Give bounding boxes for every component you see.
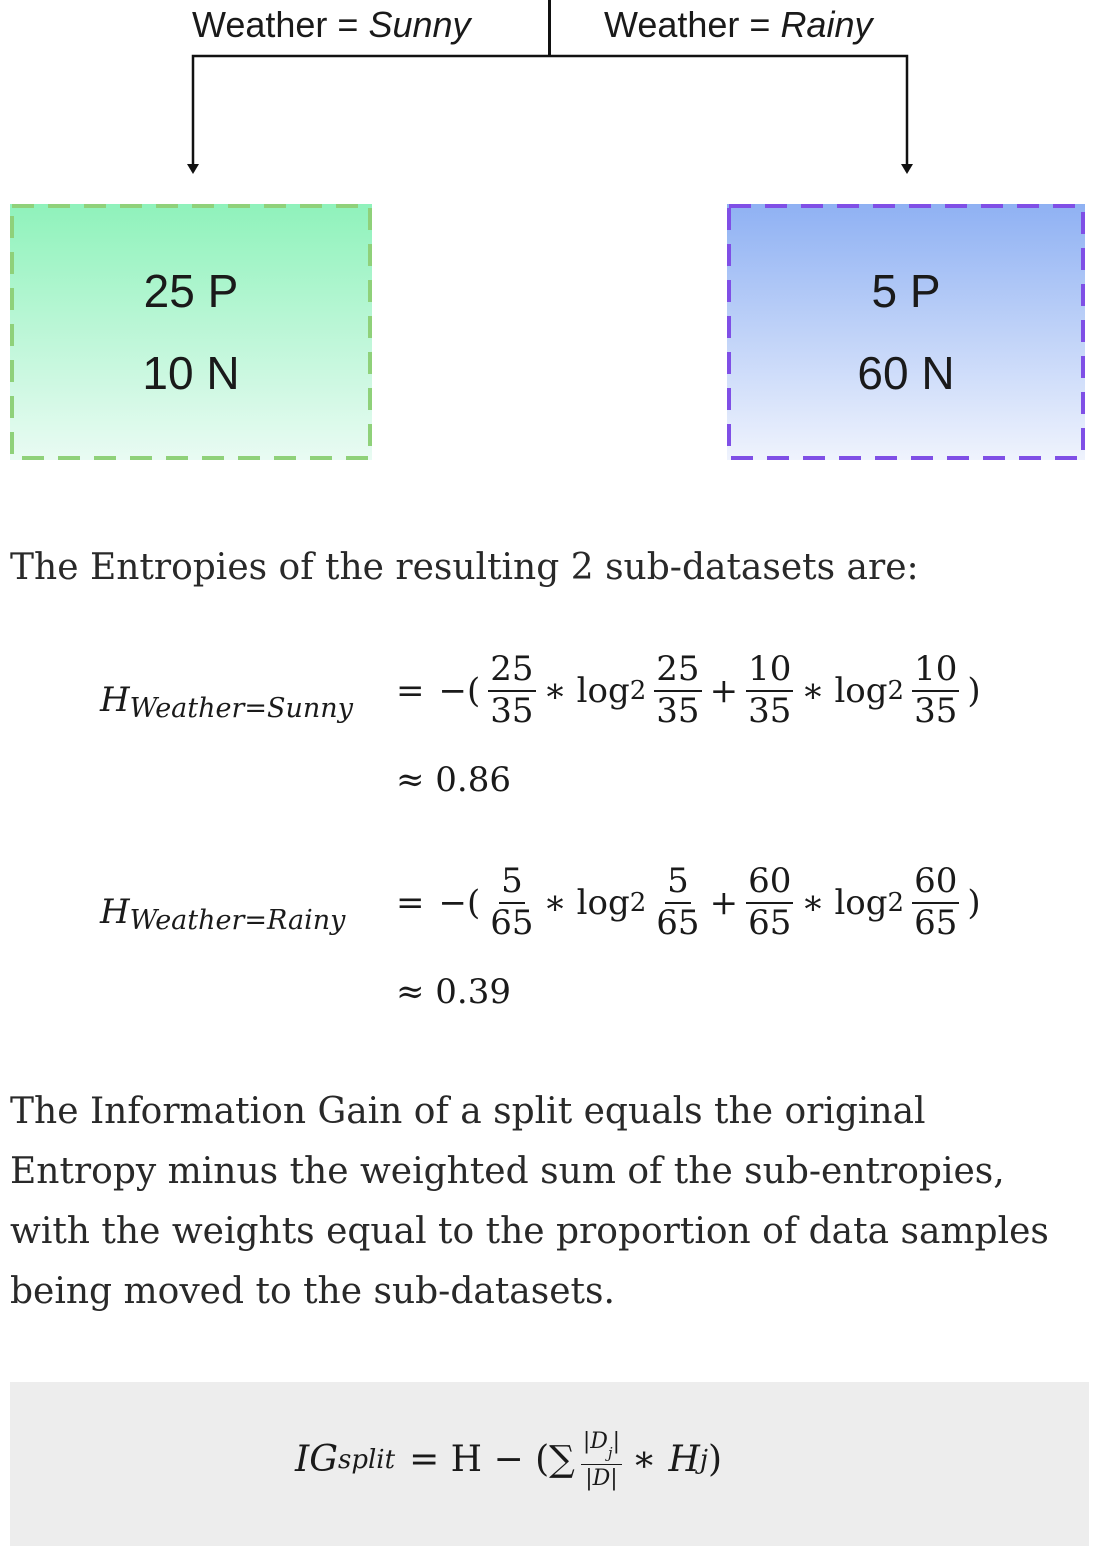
eq-rainy-log-base-2: 2 (887, 887, 905, 918)
eq-rainy-log-base-1: 2 (629, 887, 647, 918)
eq-sunny-frac-2: 25 35 (654, 651, 702, 731)
eq-sunny-approx: ≈ 0.86 (396, 760, 511, 800)
frac-numerator: 5 (499, 863, 525, 904)
frac-numerator: 25 (488, 651, 536, 692)
ig-fraction: |Dj| |D| (580, 1429, 622, 1491)
frac-denominator: 35 (748, 690, 792, 731)
node-rainy: 5 P 60 N (727, 204, 1085, 460)
ig-close: ) (707, 1439, 722, 1481)
eq-rainy-rhs: = −( 5 65 ∗ log 2 5 65 + 60 65 ∗ log 2 60 65 ) (396, 863, 981, 943)
split-divider (548, 0, 551, 56)
eq-rainy-frac-4: 60 65 (912, 863, 960, 943)
split-label-rainy-prefix: Weather = (604, 4, 781, 45)
eq-rainy-times-1: ∗ (543, 882, 567, 923)
eq-sunny-times-2: ∗ (801, 670, 825, 711)
ig-rhs-start: = H − (∑ (409, 1439, 575, 1481)
eq-sunny-frac-1: 25 35 (488, 651, 536, 731)
ig-frac-num-sub: j (607, 1444, 613, 1462)
node-sunny-negative: 10 N (142, 347, 240, 399)
frac-numerator: 25 (654, 651, 702, 692)
eq-sunny-times-1: ∗ (543, 670, 567, 711)
frac-denominator: 65 (748, 902, 792, 943)
ig-lhs: IG (295, 1439, 338, 1481)
eq-rainy-approx: ≈ 0.39 (396, 972, 511, 1012)
node-sunny: 25 P 10 N (10, 204, 372, 460)
ig-times: ∗ (632, 1439, 657, 1481)
frac-denominator: |D| (585, 1465, 618, 1491)
eq-sunny-log-2: log (834, 670, 888, 711)
frac-denominator: 35 (656, 690, 700, 731)
eq-sunny-rhs: = −( 25 35 ∗ log 2 25 35 + 10 35 ∗ log 2 10 35… (396, 651, 981, 731)
frac-numerator: 60 (746, 863, 794, 904)
frac-denominator: 65 (914, 902, 958, 943)
eq-sunny-lhs: HWeather=Sunny (100, 680, 353, 724)
frac-numerator: 10 (912, 651, 960, 692)
split-label-rainy: Weather = Rainy (604, 2, 872, 48)
node-rainy-positive: 5 P (871, 265, 941, 317)
node-sunny-positive: 25 P (143, 265, 239, 317)
eq-sunny-plus: + (709, 670, 739, 711)
frac-denominator: 35 (490, 690, 534, 731)
ig-frac-num-end: | (612, 1429, 620, 1454)
frac-numerator: 60 (912, 863, 960, 904)
split-label-sunny-prefix: Weather = (192, 4, 369, 45)
frac-numerator: 10 (746, 651, 794, 692)
eq-sunny-symbol: H (100, 680, 130, 720)
eq-rainy-times-2: ∗ (801, 882, 825, 923)
eq-rainy-frac-3: 60 65 (746, 863, 794, 943)
eq-sunny-log-base-2: 2 (887, 675, 905, 706)
split-connector (187, 54, 913, 174)
ig-frac-num: |D (582, 1429, 608, 1454)
eq-rainy-frac-2: 5 65 (654, 863, 701, 943)
eq-sunny-equals: = (396, 670, 425, 711)
eq-rainy-symbol: H (100, 892, 130, 932)
frac-denominator: 65 (490, 902, 534, 943)
eq-sunny-log-1: log (576, 670, 630, 711)
eq-rainy-log-2: log (834, 882, 888, 923)
info-gain-paragraph: The Information Gain of a split equals t… (10, 1091, 1049, 1312)
eq-rainy-subscript: Weather=Rainy (129, 905, 346, 936)
eq-rainy-frac-1: 5 65 (488, 863, 535, 943)
connector-line (191, 54, 909, 172)
eq-sunny-frac-3: 10 35 (746, 651, 794, 731)
frac-denominator: 35 (914, 690, 958, 731)
ig-h-sub: j (699, 1444, 708, 1475)
node-sunny-border (10, 204, 372, 460)
eq-rainy-open: −( (438, 882, 481, 923)
eq-sunny-open: −( (438, 670, 481, 711)
arrowhead-left (187, 164, 199, 174)
eq-rainy-plus: + (709, 882, 739, 923)
split-label-sunny-value: Sunny (368, 4, 471, 45)
eq-rainy-lhs: HWeather=Rainy (100, 892, 345, 936)
frac-denominator: 65 (656, 902, 700, 943)
eq-rainy-log-1: log (576, 882, 630, 923)
ig-lhs-subscript: split (337, 1444, 396, 1475)
split-label-rainy-value: Rainy (780, 4, 873, 45)
frac-numerator: |Dj| (580, 1429, 622, 1465)
eq-sunny-log-base-1: 2 (629, 675, 647, 706)
eq-rainy-equals: = (396, 882, 425, 923)
eq-sunny-subscript: Weather=Sunny (129, 693, 353, 724)
node-rainy-border (727, 204, 1085, 460)
ig-h: H (668, 1439, 700, 1481)
arrowhead-right (901, 164, 913, 174)
eq-sunny-close: ) (967, 670, 981, 711)
eq-rainy-close: ) (967, 882, 981, 923)
formula-box (10, 1382, 1089, 1546)
frac-numerator: 5 (665, 863, 691, 904)
node-rainy-negative: 60 N (857, 347, 955, 399)
split-label-sunny: Weather = Sunny (192, 2, 471, 48)
eq-sunny-frac-4: 10 35 (912, 651, 960, 731)
entropies-intro: The Entropies of the resulting 2 sub-dat… (10, 547, 919, 588)
